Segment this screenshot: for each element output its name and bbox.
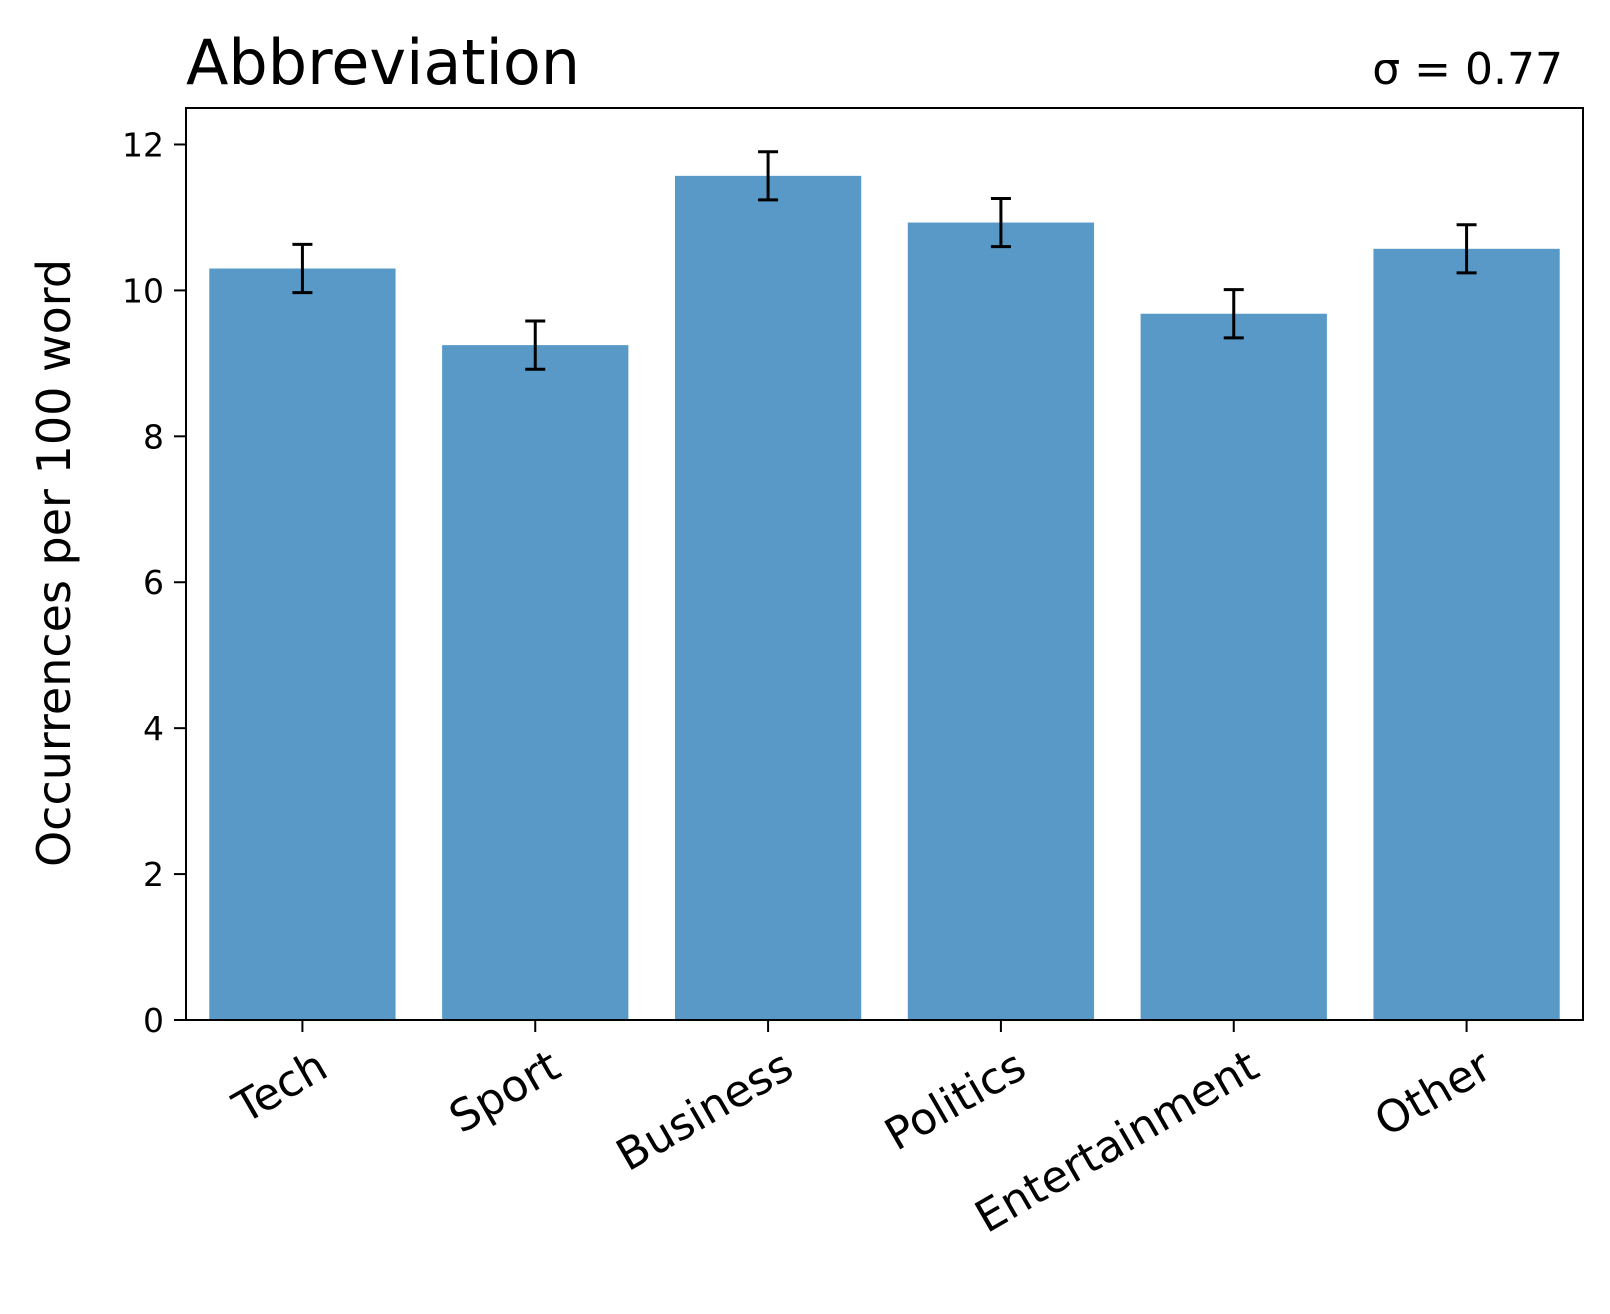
- error-bar-tech: [292, 242, 313, 295]
- bars: [209, 175, 1560, 1021]
- sigma-annotation: σ = 0.77: [1372, 44, 1563, 95]
- x-tick-label-other: Other: [1366, 1040, 1500, 1147]
- y-tick-label: 0: [143, 1001, 164, 1040]
- y-tick-label: 2: [143, 855, 164, 894]
- error-bar-sport: [525, 319, 546, 371]
- plot-frame: [185, 107, 1584, 1021]
- x-tick-label-sport: Sport: [441, 1040, 569, 1143]
- bar-sport: [442, 345, 629, 1020]
- error-bar-entertainment: [1223, 288, 1244, 340]
- y-tick-label: 6: [143, 563, 164, 602]
- bar-other: [1373, 248, 1560, 1020]
- error-bar-business: [758, 150, 779, 202]
- y-tick-label: 12: [122, 125, 164, 164]
- bar-tech: [209, 268, 396, 1021]
- y-axis-ticks: 0 2 4 6 8 10 12: [122, 125, 186, 1040]
- y-tick-label: 4: [143, 709, 164, 748]
- y-tick-label: 10: [122, 271, 164, 310]
- bar-politics: [907, 222, 1095, 1021]
- x-tick-label-politics: Politics: [876, 1040, 1034, 1161]
- y-axis-label: Occurrences per 100 word: [27, 259, 81, 867]
- bar-entertainment: [1140, 313, 1327, 1020]
- error-bar-other: [1456, 223, 1477, 275]
- y-tick-label: 8: [143, 417, 164, 456]
- error-bar-politics: [990, 196, 1011, 249]
- x-tick-label-business: Business: [608, 1040, 802, 1181]
- error-bars: [292, 150, 1477, 371]
- bar-business: [674, 175, 862, 1021]
- chart-title: Abbreviation: [186, 26, 580, 99]
- x-tick-label-tech: Tech: [224, 1040, 336, 1134]
